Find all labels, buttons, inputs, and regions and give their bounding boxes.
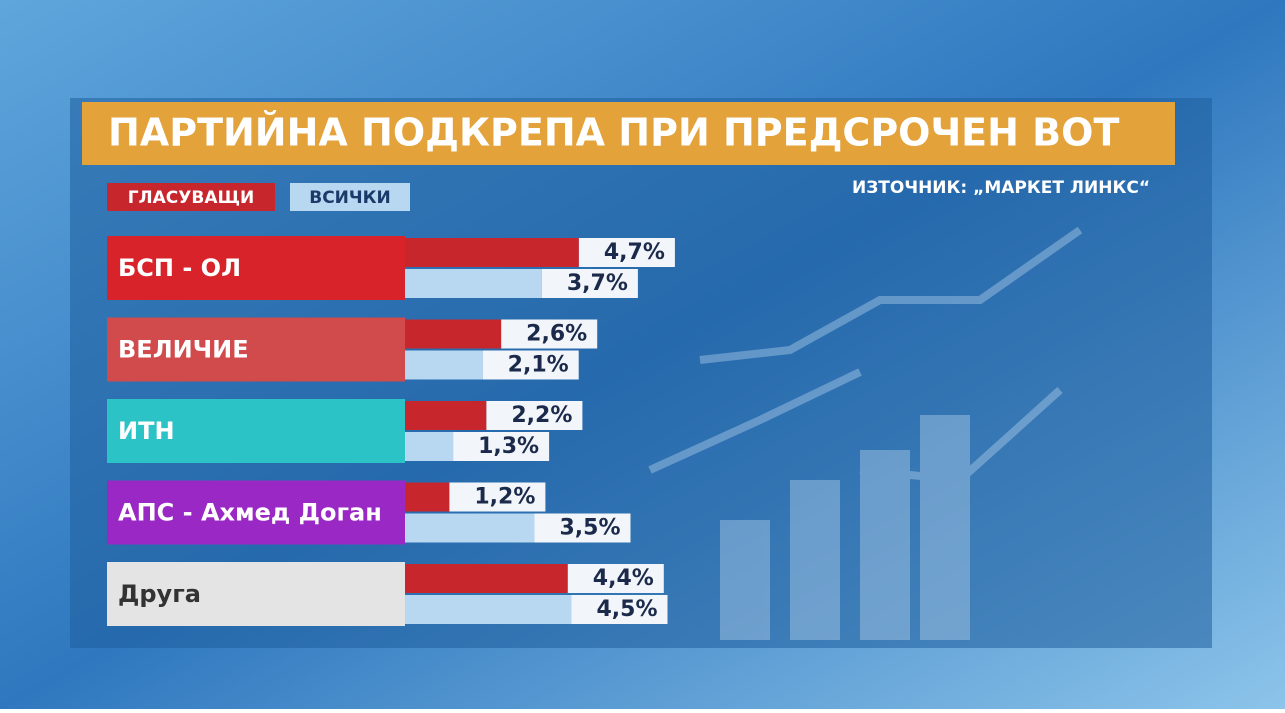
value-label: 1,2% bbox=[474, 485, 535, 510]
value-label: 3,5% bbox=[559, 516, 620, 541]
category-label: Друга bbox=[118, 580, 201, 608]
value-label-box bbox=[501, 319, 598, 349]
value-label: 3,7% bbox=[567, 271, 628, 296]
bar bbox=[405, 238, 579, 267]
value-label: 2,6% bbox=[526, 322, 587, 347]
legend-swatch bbox=[107, 183, 275, 211]
value-label: 4,5% bbox=[596, 597, 657, 622]
category-box bbox=[107, 399, 405, 463]
value-label: 4,7% bbox=[604, 240, 665, 265]
value-label-box bbox=[453, 432, 550, 461]
category-box bbox=[107, 480, 405, 545]
chart-title: ПАРТИЙНА ПОДКРЕПА ПРИ ПРЕДСРОЧЕН ВОТ bbox=[108, 111, 1119, 155]
bar bbox=[405, 432, 454, 461]
category-box bbox=[107, 236, 405, 300]
category-label: АПС - Ахмед Доган bbox=[118, 499, 382, 527]
source: ИЗТОЧНИК: „МАРКЕТ ЛИНКС“ bbox=[852, 178, 1150, 198]
value-label: 2,1% bbox=[508, 353, 569, 378]
category-box bbox=[107, 562, 405, 626]
category-label: БСП - ОЛ bbox=[118, 254, 241, 282]
value-label-box bbox=[567, 564, 664, 593]
bar bbox=[405, 350, 483, 380]
value-label-box bbox=[482, 350, 579, 380]
title-band bbox=[82, 102, 1175, 165]
value-label-box bbox=[449, 482, 546, 512]
value-label: 4,4% bbox=[593, 566, 654, 591]
legend-label: ВСИЧКИ bbox=[309, 188, 391, 208]
bar bbox=[405, 595, 572, 624]
legend-label: ГЛАСУВАЩИ bbox=[128, 188, 255, 208]
value-label-box bbox=[486, 401, 583, 430]
value-label-box bbox=[578, 238, 675, 267]
bar bbox=[405, 482, 450, 512]
value-label: 1,3% bbox=[478, 434, 539, 459]
bar bbox=[405, 564, 568, 593]
value-label-box bbox=[541, 269, 638, 298]
category-label: ИТН bbox=[118, 417, 175, 445]
value-label-box bbox=[571, 595, 668, 624]
decoration bbox=[648, 226, 1083, 640]
category-label: ВЕЛИЧИЕ bbox=[118, 336, 249, 364]
bar bbox=[405, 319, 502, 349]
bar bbox=[405, 401, 487, 430]
legend-swatch bbox=[290, 183, 410, 211]
category-box bbox=[107, 317, 405, 382]
value-label: 2,2% bbox=[511, 403, 572, 428]
bar bbox=[405, 269, 542, 298]
bar bbox=[405, 513, 535, 543]
value-label-box bbox=[534, 513, 631, 543]
